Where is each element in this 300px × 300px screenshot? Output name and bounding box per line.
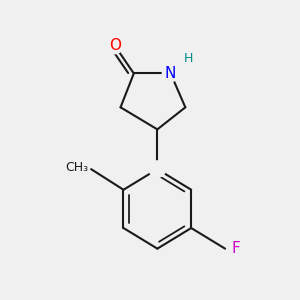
Text: O: O [109,38,121,53]
Text: F: F [231,241,240,256]
Text: CH₃: CH₃ [65,161,88,174]
Circle shape [106,37,123,54]
Circle shape [162,65,179,82]
Text: H: H [184,52,193,65]
Circle shape [149,161,166,177]
Text: N: N [165,66,176,81]
